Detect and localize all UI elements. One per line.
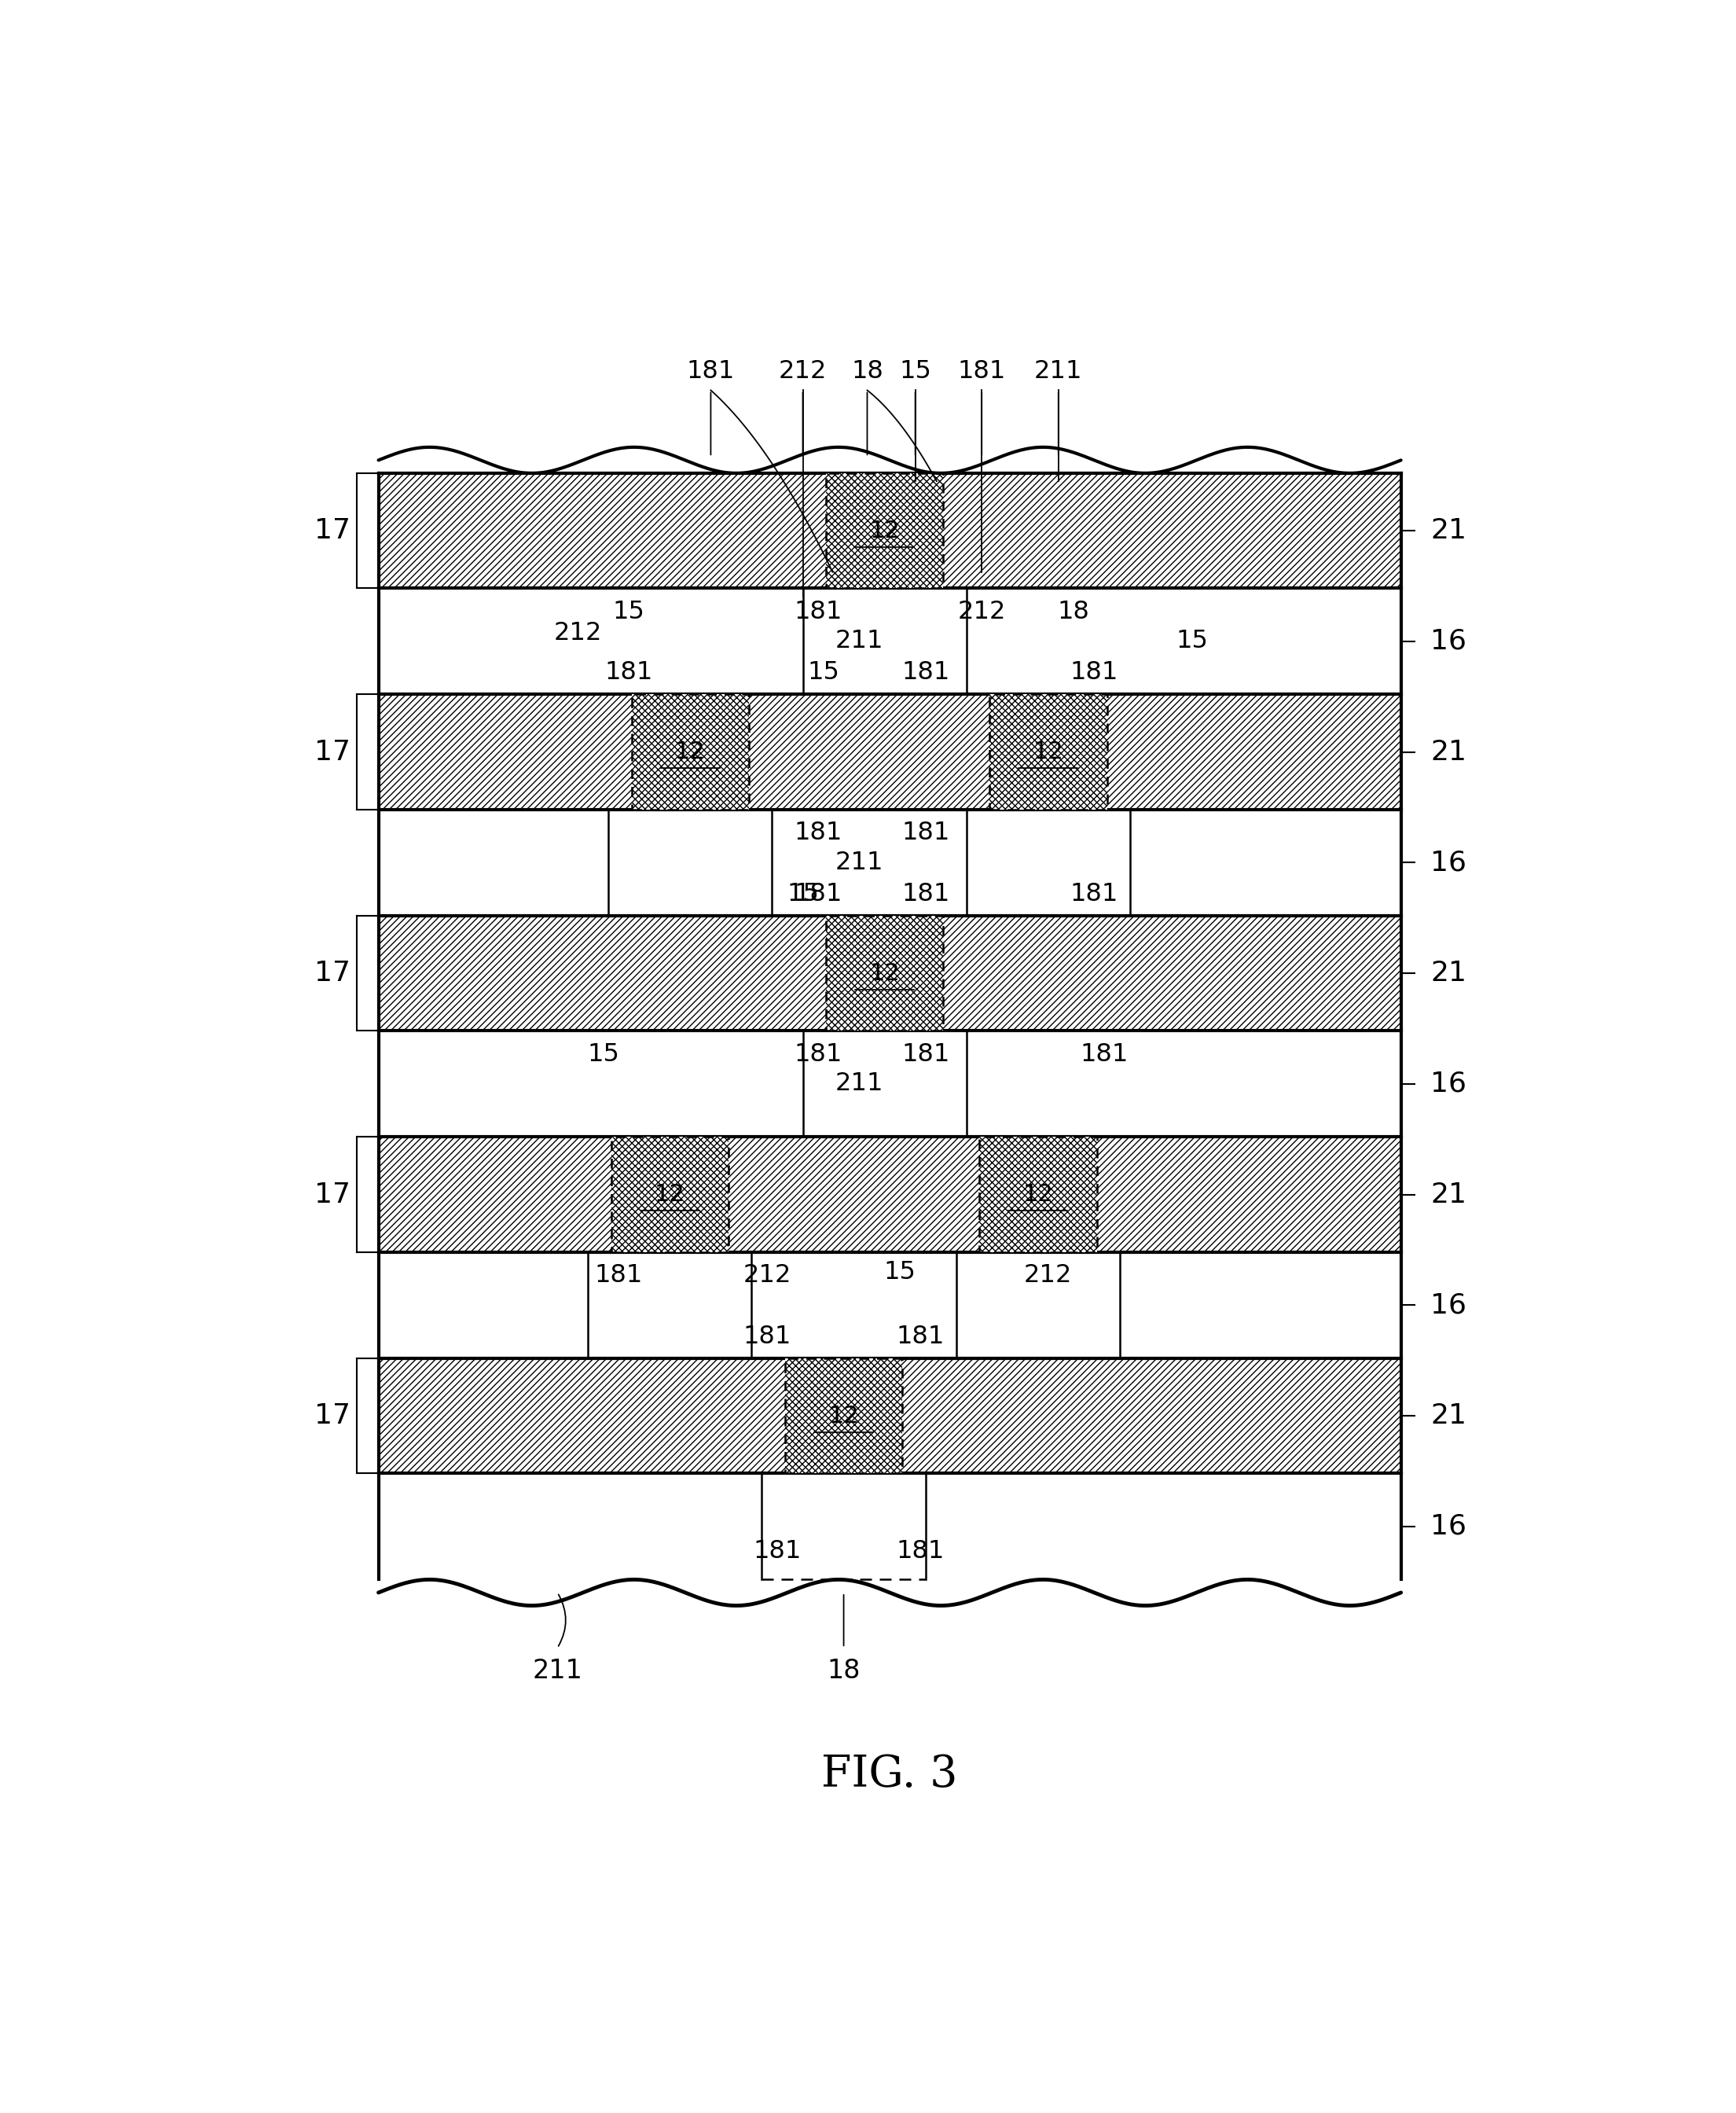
Text: 15: 15 bbox=[807, 661, 838, 685]
Text: 212: 212 bbox=[958, 600, 1005, 623]
Text: 17: 17 bbox=[314, 1403, 351, 1428]
Bar bbox=[611, 1137, 729, 1253]
Bar bbox=[611, 1137, 729, 1253]
Text: 15: 15 bbox=[786, 881, 819, 906]
Text: 181: 181 bbox=[901, 881, 950, 906]
Bar bbox=[378, 809, 1401, 915]
Text: 16: 16 bbox=[1430, 628, 1467, 655]
Bar bbox=[378, 915, 1401, 1031]
Bar bbox=[785, 1359, 903, 1473]
Text: 21: 21 bbox=[1430, 1403, 1467, 1428]
Text: 211: 211 bbox=[835, 849, 884, 875]
Text: 181: 181 bbox=[901, 661, 950, 685]
Text: 21: 21 bbox=[1430, 959, 1467, 987]
Text: 12: 12 bbox=[1023, 1183, 1054, 1207]
Text: 15: 15 bbox=[1175, 630, 1208, 653]
Text: 181: 181 bbox=[1080, 1042, 1128, 1067]
Bar bbox=[378, 1137, 1401, 1253]
Bar bbox=[826, 915, 943, 1031]
Text: 181: 181 bbox=[896, 1538, 944, 1564]
Text: 16: 16 bbox=[1430, 1071, 1467, 1097]
Bar bbox=[826, 473, 943, 587]
Bar bbox=[826, 915, 943, 1031]
Text: 181: 181 bbox=[793, 1042, 842, 1067]
Text: 12: 12 bbox=[675, 742, 705, 763]
Text: 181: 181 bbox=[595, 1264, 642, 1287]
Text: 18: 18 bbox=[826, 1659, 861, 1684]
Bar bbox=[979, 1137, 1097, 1253]
Text: 181: 181 bbox=[687, 359, 734, 385]
Text: 16: 16 bbox=[1430, 1513, 1467, 1540]
Text: 16: 16 bbox=[1430, 849, 1467, 877]
Text: 181: 181 bbox=[753, 1538, 802, 1564]
Text: 211: 211 bbox=[533, 1659, 583, 1684]
Text: 211: 211 bbox=[835, 630, 884, 653]
Text: 181: 181 bbox=[901, 822, 950, 845]
Text: FIG. 3: FIG. 3 bbox=[821, 1754, 958, 1796]
Text: 181: 181 bbox=[901, 1042, 950, 1067]
Text: 15: 15 bbox=[899, 359, 930, 385]
Text: 181: 181 bbox=[743, 1325, 792, 1348]
Text: 212: 212 bbox=[743, 1264, 792, 1287]
Bar bbox=[990, 695, 1108, 809]
Bar bbox=[378, 1253, 1401, 1359]
Text: 211: 211 bbox=[1035, 359, 1083, 385]
Bar bbox=[826, 473, 943, 587]
Text: 21: 21 bbox=[1430, 1181, 1467, 1209]
Text: 15: 15 bbox=[884, 1259, 917, 1285]
Text: 18: 18 bbox=[851, 359, 884, 385]
Text: 17: 17 bbox=[314, 518, 351, 545]
Bar bbox=[378, 1031, 1401, 1137]
Text: 181: 181 bbox=[1069, 881, 1118, 906]
Text: 212: 212 bbox=[779, 359, 826, 385]
Text: 181: 181 bbox=[604, 661, 653, 685]
Text: 12: 12 bbox=[654, 1183, 686, 1207]
Text: 181: 181 bbox=[896, 1325, 944, 1348]
Text: 17: 17 bbox=[314, 1181, 351, 1209]
Text: 12: 12 bbox=[828, 1405, 859, 1426]
Bar bbox=[632, 695, 750, 809]
Text: 212: 212 bbox=[1024, 1264, 1073, 1287]
Text: 15: 15 bbox=[613, 600, 646, 623]
Text: 21: 21 bbox=[1430, 740, 1467, 765]
Bar bbox=[979, 1137, 1097, 1253]
Text: 181: 181 bbox=[1069, 661, 1118, 685]
Text: 16: 16 bbox=[1430, 1291, 1467, 1319]
Bar bbox=[785, 1359, 903, 1473]
Bar bbox=[632, 695, 750, 809]
Text: 15: 15 bbox=[587, 1042, 620, 1067]
Bar bbox=[378, 695, 1401, 809]
Bar bbox=[378, 1359, 1401, 1473]
Text: 181: 181 bbox=[793, 881, 842, 906]
Text: 17: 17 bbox=[314, 740, 351, 765]
Text: 12: 12 bbox=[1033, 742, 1064, 763]
Text: 181: 181 bbox=[793, 600, 842, 623]
Text: 18: 18 bbox=[1057, 600, 1090, 623]
Bar bbox=[990, 695, 1108, 809]
Bar bbox=[378, 587, 1401, 695]
Text: 212: 212 bbox=[554, 621, 602, 644]
Text: 17: 17 bbox=[314, 959, 351, 987]
Text: 21: 21 bbox=[1430, 518, 1467, 545]
Text: 181: 181 bbox=[958, 359, 1005, 385]
Text: 181: 181 bbox=[793, 822, 842, 845]
Text: 12: 12 bbox=[870, 520, 899, 543]
Text: 12: 12 bbox=[870, 961, 899, 985]
Bar bbox=[378, 473, 1401, 587]
Text: 211: 211 bbox=[835, 1071, 884, 1097]
Bar bbox=[378, 1473, 1401, 1581]
